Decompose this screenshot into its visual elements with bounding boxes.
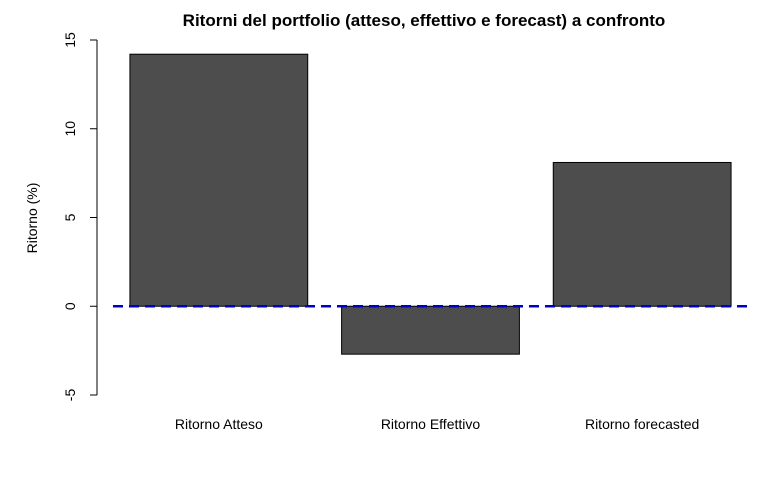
y-tick-label: 10 bbox=[62, 121, 78, 137]
bar bbox=[341, 305, 520, 355]
y-tick-label: -5 bbox=[62, 389, 78, 402]
y-axis: -5 0 5 10 15 bbox=[62, 32, 98, 402]
category-label: Ritorno Atteso bbox=[175, 416, 263, 432]
y-tick-label: 5 bbox=[62, 213, 78, 221]
category-labels: Ritorno Atteso Ritorno Effettivo Ritorno f… bbox=[175, 416, 700, 432]
category-label: Ritorno Effettivo bbox=[381, 416, 481, 432]
y-axis-label: Ritorno (%) bbox=[24, 183, 40, 254]
y-tick-label: 15 bbox=[62, 32, 78, 48]
y-tick-label: 0 bbox=[62, 302, 78, 310]
chart-title: Ritorni del portfolio (atteso, effettivo… bbox=[183, 11, 666, 30]
category-label: Ritorno forecasted bbox=[585, 416, 699, 432]
bars bbox=[129, 53, 732, 355]
bar bbox=[129, 53, 309, 307]
bar bbox=[552, 161, 732, 307]
